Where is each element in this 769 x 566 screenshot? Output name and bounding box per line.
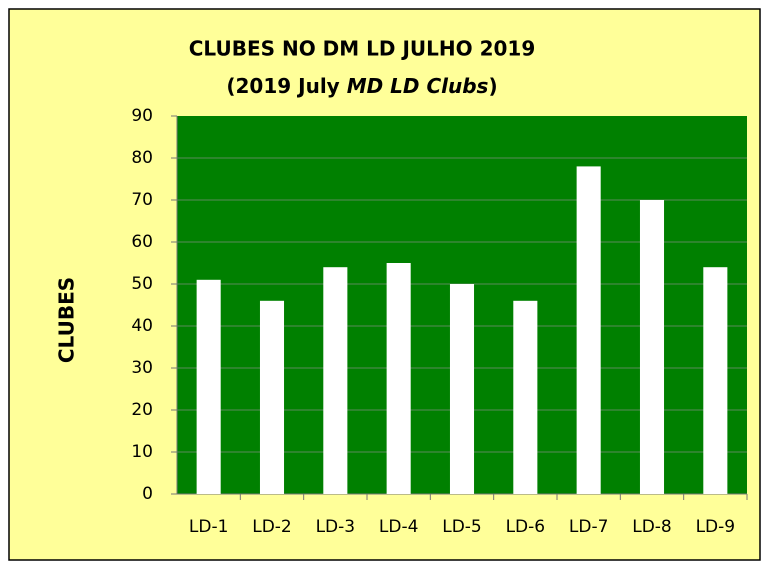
x-tick-label: LD-4: [379, 517, 419, 537]
y-tick-label: 70: [131, 190, 153, 210]
y-tick-label: 40: [131, 316, 153, 336]
x-tick-label: LD-6: [506, 517, 546, 537]
x-tick-label: LD-7: [569, 517, 609, 537]
y-tick-label: 0: [142, 484, 153, 504]
x-tick-label: LD-3: [316, 517, 356, 537]
y-tick-label: 20: [131, 400, 153, 420]
bar: [449, 284, 475, 494]
y-tick-label: 80: [131, 148, 153, 168]
x-tick-label: LD-2: [252, 517, 292, 537]
bar: [576, 166, 601, 494]
subtitle-part: (2019 July: [226, 74, 346, 98]
x-tick-label: LD-5: [442, 517, 482, 537]
bar: [703, 267, 728, 494]
x-tick-label: LD-8: [632, 517, 672, 537]
y-tick-label: 90: [131, 106, 153, 126]
bar: [259, 300, 285, 494]
bar: [386, 263, 411, 494]
subtitle-part: MD LD Clubs: [347, 74, 489, 98]
subtitle-part: ): [488, 74, 497, 98]
x-tick-label: LD-9: [696, 517, 736, 537]
y-tick-label: 10: [131, 442, 153, 462]
chart-title: CLUBES NO DM LD JULHO 2019: [189, 37, 536, 61]
x-tick-label: LD-1: [189, 517, 229, 537]
bar: [639, 200, 665, 494]
y-axis-label: CLUBES: [55, 277, 79, 363]
bar: [196, 279, 221, 494]
y-tick-label: 60: [131, 232, 153, 252]
bar: [323, 267, 348, 494]
y-tick-label: 30: [131, 358, 153, 378]
chart-subtitle: (2019 July MD LD Clubs): [226, 74, 497, 98]
y-tick-label: 50: [131, 274, 153, 294]
bar: [513, 300, 538, 494]
